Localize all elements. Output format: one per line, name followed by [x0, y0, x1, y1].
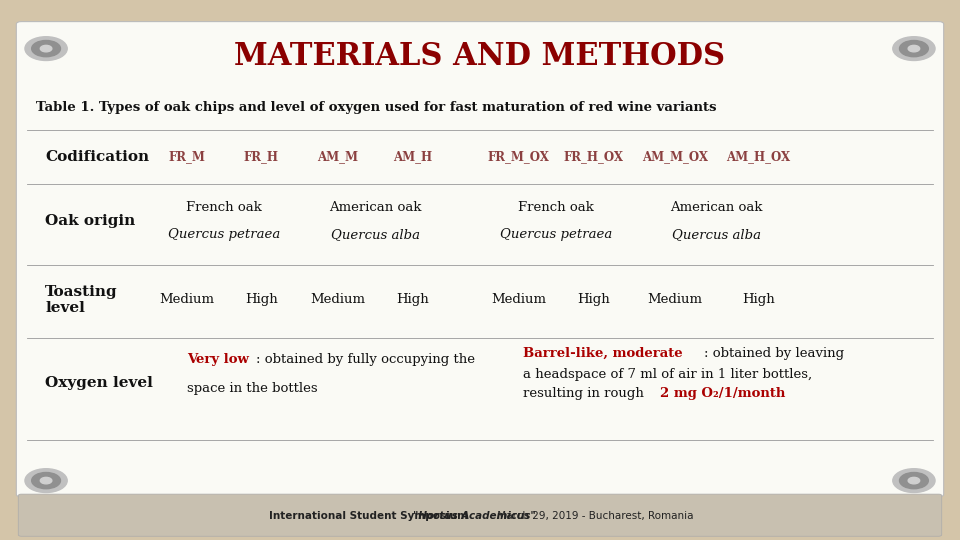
- Text: Quercus alba: Quercus alba: [672, 228, 761, 241]
- Circle shape: [900, 40, 928, 57]
- Circle shape: [32, 40, 60, 57]
- Circle shape: [893, 37, 935, 60]
- Text: High: High: [396, 293, 429, 306]
- Text: Medium: Medium: [647, 293, 703, 306]
- Text: : obtained by leaving: : obtained by leaving: [704, 347, 844, 360]
- Text: Quercus petraea: Quercus petraea: [168, 228, 280, 241]
- FancyBboxPatch shape: [16, 22, 944, 497]
- Text: Medium: Medium: [159, 293, 215, 306]
- Text: AM_H: AM_H: [394, 150, 432, 163]
- Text: High: High: [577, 293, 610, 306]
- Text: International Student Symposium: International Student Symposium: [269, 511, 471, 521]
- Text: High: High: [245, 293, 277, 306]
- Text: Oak origin: Oak origin: [45, 214, 135, 228]
- Circle shape: [40, 477, 52, 484]
- Text: FR_M_OX: FR_M_OX: [488, 150, 549, 163]
- Circle shape: [900, 472, 928, 489]
- Circle shape: [32, 472, 60, 489]
- Text: AM_M: AM_M: [318, 150, 358, 163]
- Circle shape: [908, 45, 920, 52]
- Text: Table 1. Types of oak chips and level of oxygen used for fast maturation of red : Table 1. Types of oak chips and level of…: [36, 102, 717, 114]
- Text: a headspace of 7 ml of air in 1 liter bottles,: a headspace of 7 ml of air in 1 liter bo…: [523, 368, 812, 381]
- Text: "Hortus Academicus": "Hortus Academicus": [413, 511, 536, 521]
- Text: French oak: French oak: [186, 201, 262, 214]
- Text: American oak: American oak: [670, 201, 763, 214]
- Text: Codification: Codification: [45, 150, 149, 164]
- Circle shape: [893, 469, 935, 492]
- Text: resulting in rough: resulting in rough: [523, 387, 648, 400]
- Text: French oak: French oak: [517, 201, 594, 214]
- Text: AM_M_OX: AM_M_OX: [642, 150, 708, 163]
- Text: FR_H: FR_H: [244, 150, 278, 163]
- Circle shape: [25, 469, 67, 492]
- Text: 2 mg O₂/1/month: 2 mg O₂/1/month: [660, 387, 785, 400]
- Text: FR_H_OX: FR_H_OX: [564, 150, 623, 163]
- Text: space in the bottles: space in the bottles: [187, 382, 318, 395]
- Text: Toasting
level: Toasting level: [45, 285, 118, 315]
- Text: MATERIALS AND METHODS: MATERIALS AND METHODS: [234, 41, 726, 72]
- Text: Quercus petraea: Quercus petraea: [500, 228, 612, 241]
- Circle shape: [40, 45, 52, 52]
- Text: AM_H_OX: AM_H_OX: [727, 150, 790, 163]
- Text: FR_M: FR_M: [169, 150, 205, 163]
- Circle shape: [908, 477, 920, 484]
- Text: High: High: [742, 293, 775, 306]
- Text: March 29, 2019 - Bucharest, Romania: March 29, 2019 - Bucharest, Romania: [494, 511, 694, 521]
- Circle shape: [25, 37, 67, 60]
- Text: : obtained by fully occupying the: : obtained by fully occupying the: [256, 353, 475, 366]
- Text: Medium: Medium: [491, 293, 546, 306]
- Text: Very low: Very low: [187, 353, 249, 366]
- Text: Medium: Medium: [310, 293, 366, 306]
- Text: Quercus alba: Quercus alba: [331, 228, 420, 241]
- Text: Barrel-like, moderate: Barrel-like, moderate: [523, 347, 683, 360]
- Text: American oak: American oak: [329, 201, 421, 214]
- Text: Oxygen level: Oxygen level: [45, 376, 153, 390]
- FancyBboxPatch shape: [18, 494, 942, 536]
